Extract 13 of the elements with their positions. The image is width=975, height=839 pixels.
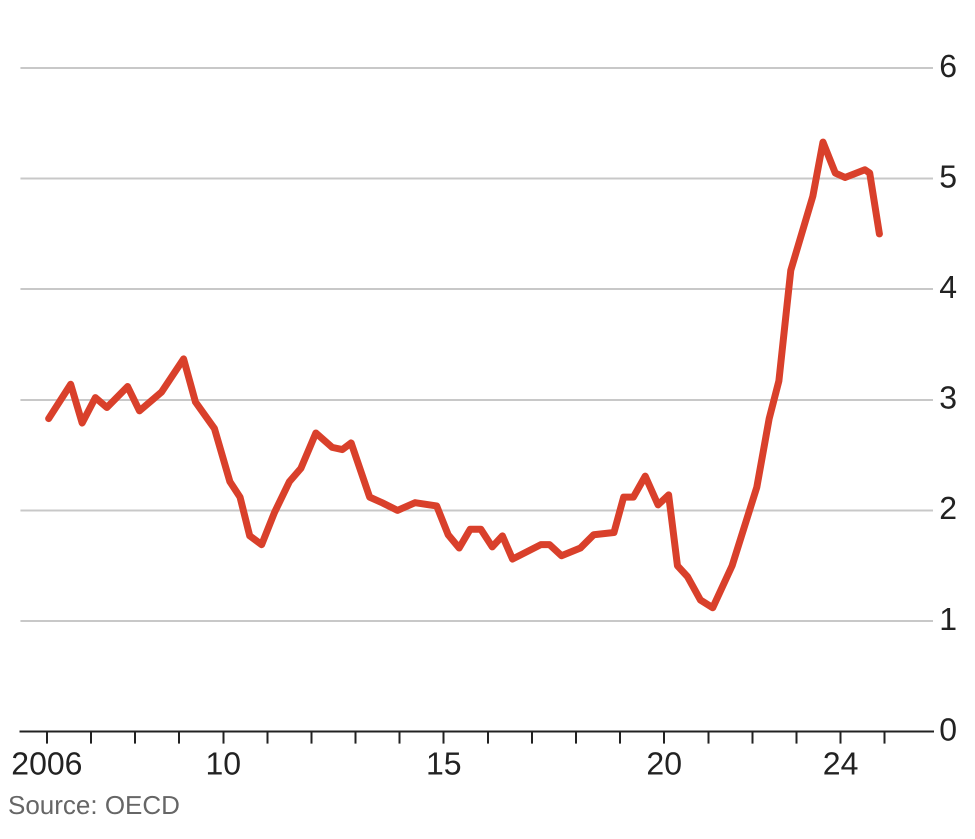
y-tick-label: 2 xyxy=(939,490,957,526)
y-tick-label: 4 xyxy=(939,269,957,306)
y-tick-label: 5 xyxy=(939,158,957,194)
x-tick-label: 15 xyxy=(426,746,462,782)
x-tick-label: 24 xyxy=(822,746,858,782)
y-tick-label: 3 xyxy=(939,380,957,416)
x-tick-label: 10 xyxy=(205,746,242,782)
y-tick-label: 0 xyxy=(939,711,957,748)
x-tick-label: 20 xyxy=(646,746,682,782)
y-tick-label: 1 xyxy=(939,600,957,637)
source-note: Source: OECD xyxy=(8,790,181,821)
y-tick-label: 6 xyxy=(939,48,957,84)
x-tick-label: 2006 xyxy=(11,746,82,782)
